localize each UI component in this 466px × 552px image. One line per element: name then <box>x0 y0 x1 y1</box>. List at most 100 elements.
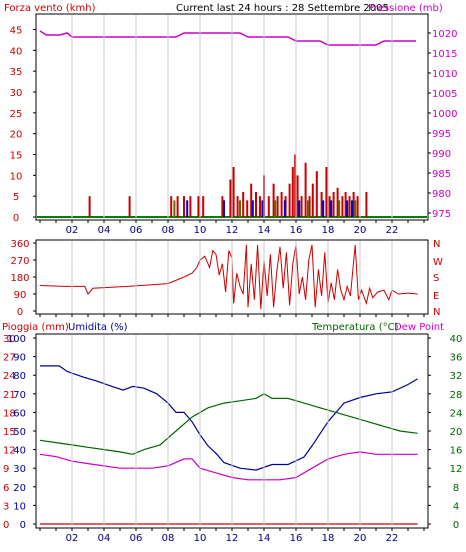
humidity-tick-label: 70 <box>13 390 26 401</box>
wind-gust-bar <box>338 200 341 217</box>
dewpoint-axis-label: Dew Point <box>394 322 444 333</box>
pressure-tick-label: 1005 <box>432 89 457 100</box>
temperature-tick-label: 24 <box>450 408 463 419</box>
wind-bar <box>232 167 235 217</box>
wind-bar <box>280 192 283 217</box>
pressure-tick-label: 980 <box>432 189 451 200</box>
x-tick-label: 02 <box>66 533 79 544</box>
wind-bar <box>348 196 351 217</box>
x-tick-label: 04 <box>98 225 111 236</box>
wind-bar <box>202 196 205 217</box>
rain-tick-label: 21 <box>3 390 16 401</box>
temperature-axis-label: Temperatura (°C) <box>311 322 399 333</box>
dir-letter: S <box>433 273 439 284</box>
temperature-tick-label: 4 <box>453 501 459 512</box>
humidity-tick-label: 10 <box>13 501 26 512</box>
wind-bar <box>176 196 179 217</box>
wind-bar <box>170 196 173 217</box>
wind-gust-bar <box>173 200 176 217</box>
direction-tick-label: 90 <box>14 290 27 301</box>
humidity-line <box>40 365 418 471</box>
wind-tick-label: 40 <box>10 46 23 57</box>
dir-letter: N <box>433 239 440 250</box>
x-tick-label: 10 <box>194 225 207 236</box>
direction-tick-label: 180 <box>10 273 29 284</box>
wind-bar <box>288 183 291 217</box>
wind-bar <box>296 175 299 217</box>
x-tick-label: 20 <box>354 533 367 544</box>
wind-axis-label: Forza vento (kmh) <box>4 3 96 14</box>
wind-bar <box>259 196 261 217</box>
temperature-tick-label: 28 <box>450 390 463 401</box>
wind-bar <box>236 196 239 217</box>
wind-bar <box>250 183 253 217</box>
x-tick-label: 22 <box>386 533 399 544</box>
rain-tick-label: 30 <box>3 334 16 345</box>
wind-gust-bar <box>239 200 241 217</box>
wind-bar <box>276 196 279 217</box>
x-tick-label: 04 <box>98 533 111 544</box>
x-tick-label: 12 <box>226 533 239 544</box>
x-tick-label: 02 <box>66 225 79 236</box>
wind-gust-bar <box>351 200 353 217</box>
wind-gust-bar <box>283 200 286 217</box>
wind-tick-label: 5 <box>13 192 19 203</box>
wind-bar <box>128 196 131 217</box>
temperature-tick-label: 16 <box>450 446 463 457</box>
wind-bar <box>365 192 368 217</box>
rain-tick-label: 12 <box>3 446 16 457</box>
rain-tick-label: 18 <box>3 408 16 419</box>
wind-bar <box>311 183 314 217</box>
direction-tick-label: 0 <box>17 307 23 318</box>
rain-tick-label: 0 <box>3 520 9 531</box>
x-tick-label: 06 <box>130 225 143 236</box>
humidity-tick-label: 90 <box>13 353 26 364</box>
wind-gust-bar <box>223 200 225 217</box>
wind-tick-label: 0 <box>13 213 19 224</box>
wind-bar <box>272 183 275 217</box>
pressure-tick-label: 1020 <box>432 29 457 40</box>
dir-letter: N <box>433 307 440 318</box>
wind-gust-bar <box>261 200 264 217</box>
humidity-tick-label: 20 <box>13 483 26 494</box>
direction-tick-label: 360 <box>10 239 29 250</box>
wind-bar <box>291 167 294 217</box>
wind-bar <box>336 187 339 217</box>
x-tick-label: 14 <box>258 225 271 236</box>
wind-tick-label: 15 <box>10 151 23 162</box>
x-tick-label: 22 <box>386 225 399 236</box>
wind-gust-bar <box>251 200 254 217</box>
temperature-tick-label: 32 <box>450 371 463 382</box>
humidity-tick-label: 50 <box>13 427 26 438</box>
wind-tick-label: 25 <box>10 109 23 120</box>
wind-gust-bar <box>322 200 325 217</box>
pressure-tick-label: 1000 <box>432 109 457 120</box>
dir-letter: W <box>433 257 443 268</box>
rain-tick-label: 15 <box>3 427 16 438</box>
humidity-axis-label: Umidita (%) <box>68 322 128 333</box>
wind-bar <box>88 196 91 217</box>
chart-title: Current last 24 hours : 28 Settembre 200… <box>176 3 389 14</box>
wind-tick-label: 35 <box>10 67 23 78</box>
pressure-tick-label: 975 <box>432 209 451 220</box>
humidity-tick-label: 60 <box>13 408 26 419</box>
wind-bar <box>325 167 328 217</box>
wind-gust-bar <box>298 200 301 217</box>
temperature-tick-label: 8 <box>453 483 459 494</box>
wind-gust-bar <box>354 200 357 217</box>
temperature-tick-label: 36 <box>450 353 463 364</box>
pressure-tick-label: 995 <box>432 129 451 140</box>
wind-gust-bar <box>186 200 189 217</box>
wind-bar <box>267 196 270 217</box>
humidity-tick-label: 40 <box>13 446 26 457</box>
x-tick-label: 12 <box>226 225 239 236</box>
temperature-tick-label: 40 <box>450 334 463 345</box>
pressure-axis-label: Pressione (mb) <box>368 3 443 14</box>
wind-bar <box>229 179 232 217</box>
wind-bar <box>332 192 335 217</box>
wind-bar <box>189 196 192 217</box>
x-tick-label: 18 <box>322 533 335 544</box>
rain-axis-label: Pioggia (mm) <box>2 322 69 333</box>
x-tick-label: 06 <box>130 533 143 544</box>
